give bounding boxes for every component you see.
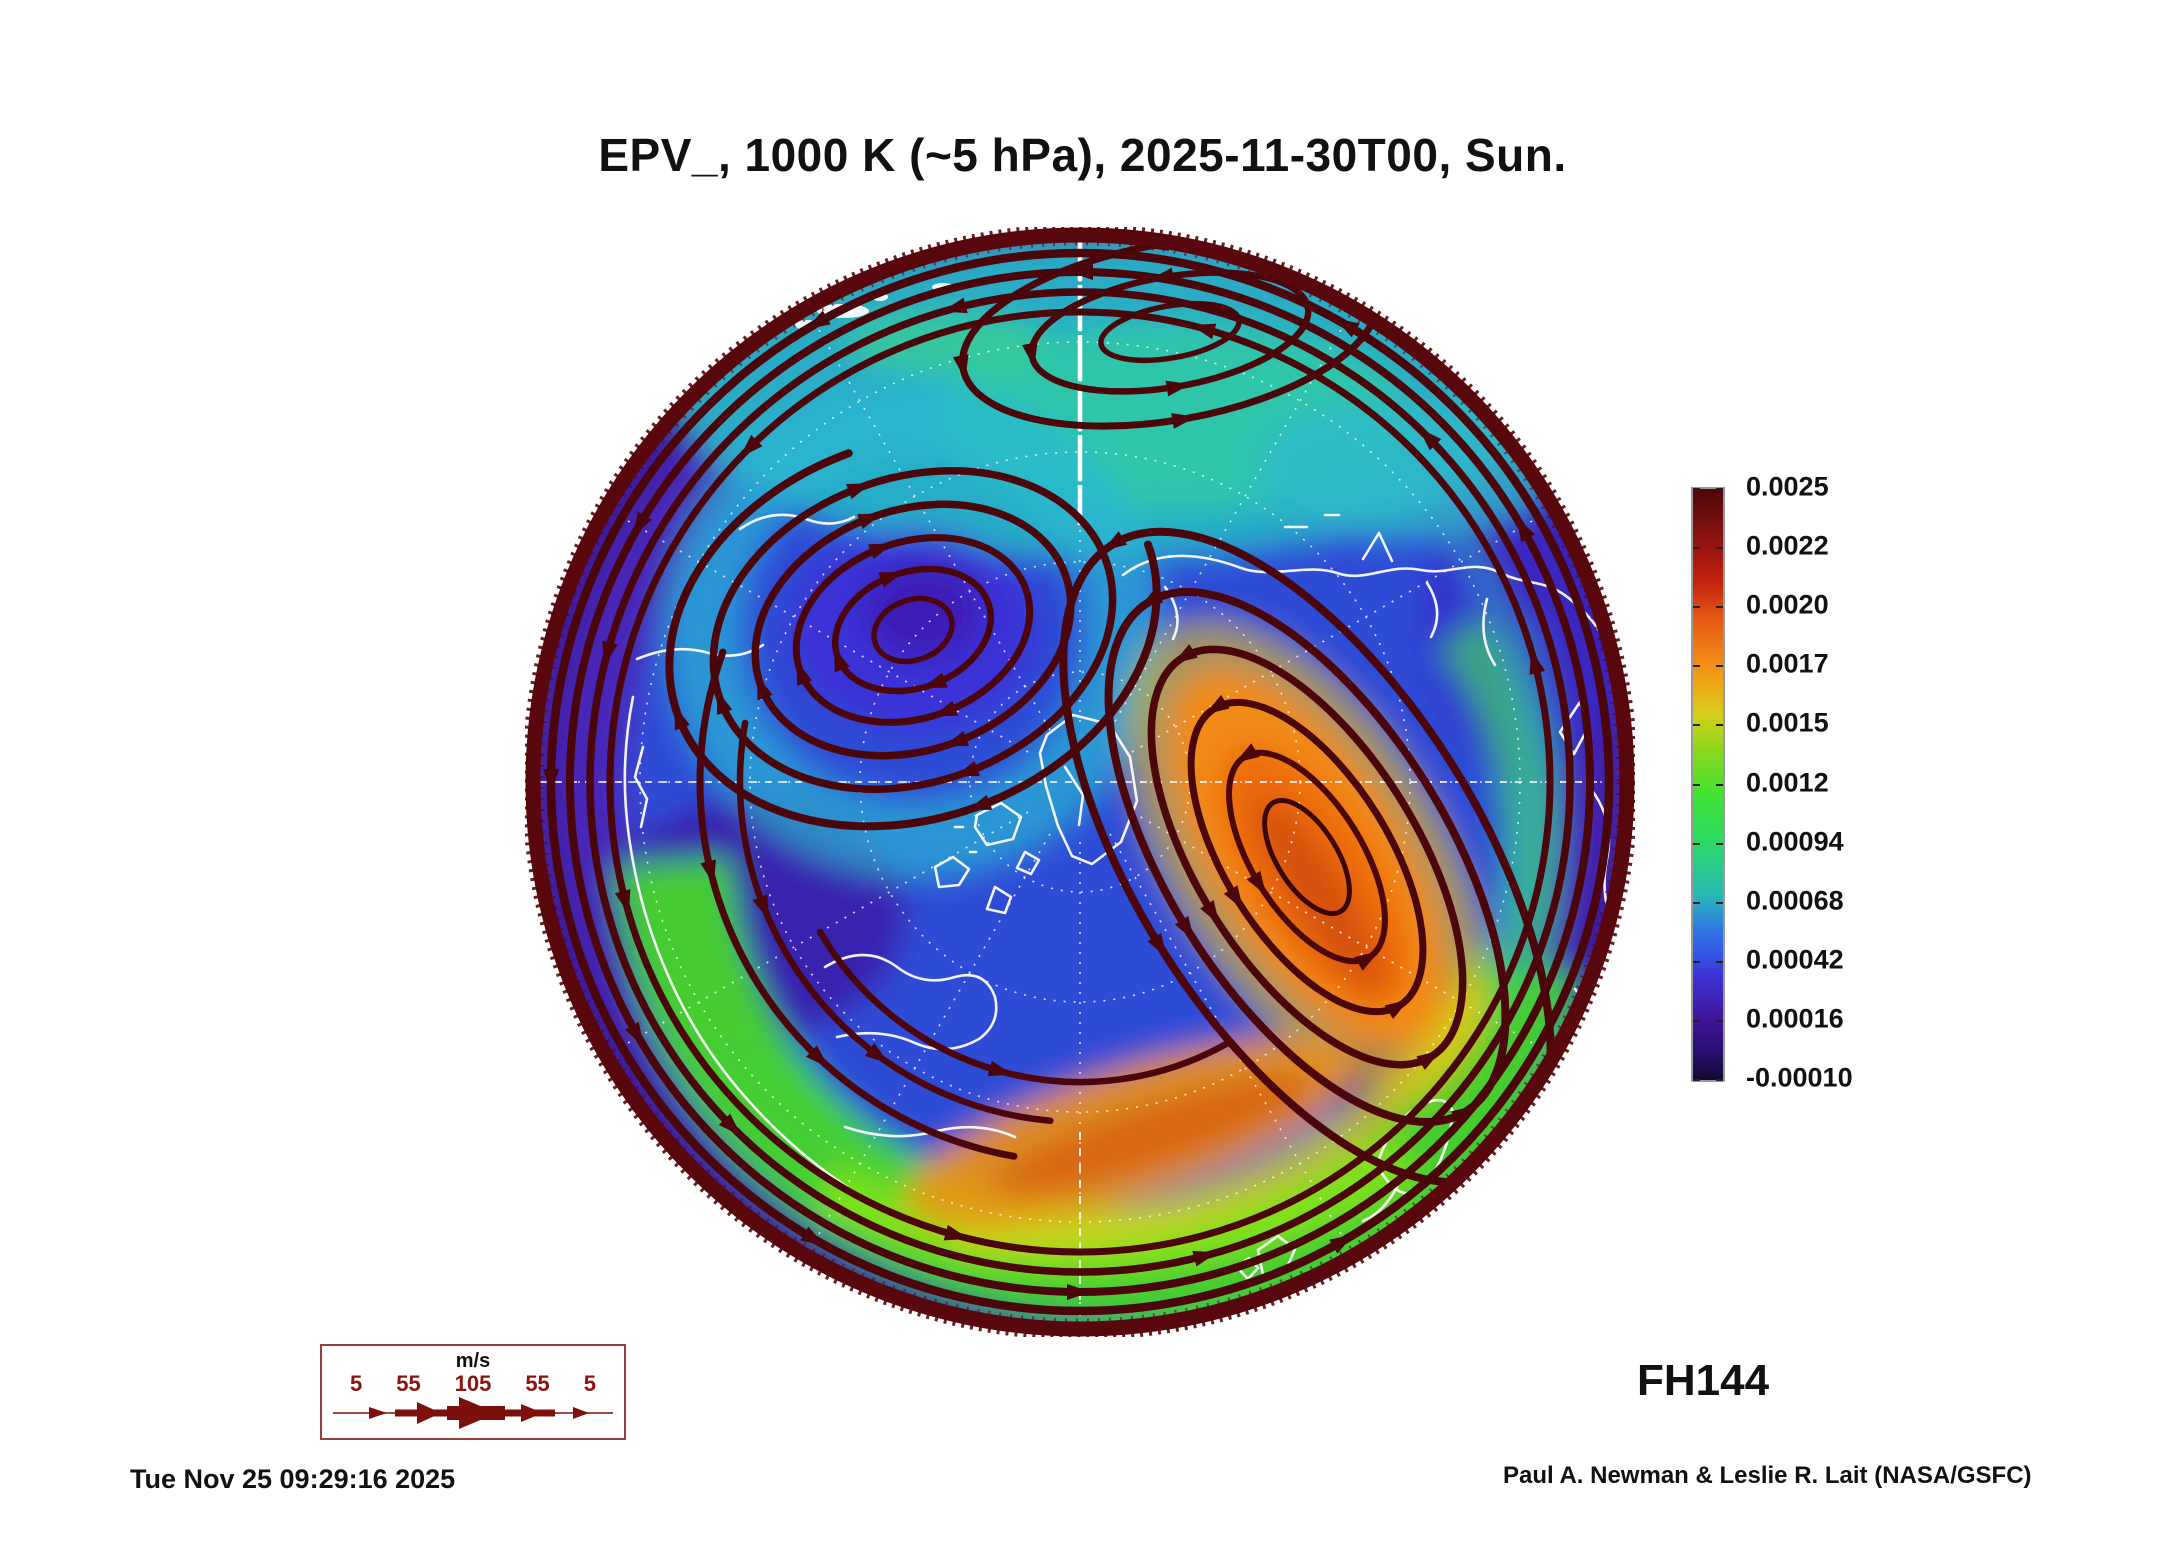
colorbar-tick-label: 0.00016	[1746, 1003, 1844, 1034]
colorbar-tick-label: 0.00068	[1746, 885, 1844, 916]
streamlines	[543, 234, 1614, 1316]
wind-speed-value: 105	[454, 1371, 492, 1396]
wind-speed-value: 5	[583, 1371, 596, 1396]
colorbar-tick-label: 0.0012	[1746, 767, 1829, 797]
wind-speed-values: 5 55 105 55 5	[322, 1371, 624, 1397]
colorbar-tick-label: 0.0017	[1746, 648, 1829, 679]
wind-units-label: m/s	[455, 1350, 491, 1372]
wind-speed-legend: m/s 5 55 105 55 5	[320, 1344, 626, 1440]
wind-speed-value: 55	[396, 1371, 421, 1396]
colorbar-tick-label: 0.00042	[1746, 944, 1844, 975]
colorbar-tick-label: 0.0022	[1746, 530, 1829, 561]
colorbar-tick-label: 0.0025	[1746, 471, 1829, 502]
credit-line: Paul A. Newman & Leslie R. Lait (NASA/GS…	[1503, 1462, 2032, 1489]
wind-speed-value: 55	[525, 1371, 550, 1396]
wind-speed-value: 5	[350, 1371, 363, 1396]
page-title: EPV_, 1000 K (~5 hPa), 2025-11-30T00, Su…	[598, 129, 1567, 181]
forecast-hour-label: FH144	[1637, 1356, 1770, 1405]
colorbar-tick-label: 0.00094	[1746, 826, 1844, 857]
colorbar-tick-label: -0.00010	[1746, 1062, 1853, 1093]
wind-arrow-scale-icon	[333, 1397, 613, 1429]
polar-map-svg	[521, 223, 1639, 1341]
colorbar	[1691, 487, 1725, 1082]
polar-map	[521, 223, 1639, 1341]
generation-timestamp: Tue Nov 25 09:29:16 2025	[130, 1464, 456, 1494]
colorbar-tick-labels: 0.0025 0.0022 0.0020 0.0017 0.0015 0.0012 0.00…	[1746, 472, 1946, 1093]
colorbar-tick-label: 0.0015	[1746, 707, 1829, 738]
colorbar-tick-label: 0.0020	[1746, 589, 1829, 620]
